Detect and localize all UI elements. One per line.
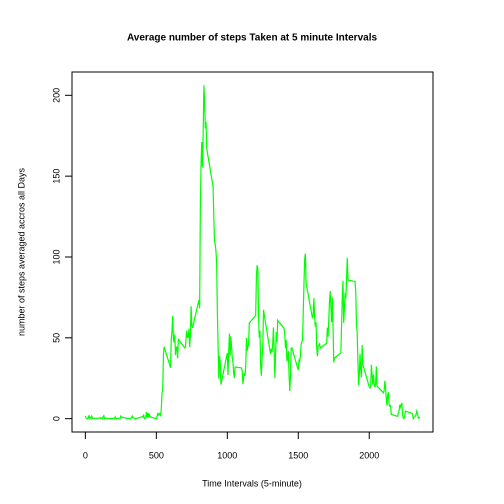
y-tick-label: 150	[51, 169, 61, 184]
y-tick-label: 100	[51, 249, 61, 264]
y-tick-label: 200	[51, 88, 61, 103]
x-tick-label: 1500	[288, 450, 308, 460]
plot-frame	[71, 71, 434, 433]
x-tick-label: 1000	[217, 450, 237, 460]
y-tick-label: 50	[51, 333, 61, 343]
x-tick-label: 0	[83, 450, 88, 460]
x-tick-label: 500	[149, 450, 164, 460]
y-axis-label: number of steps averaged accros all Days	[16, 167, 26, 336]
x-tick-label: 2000	[359, 450, 379, 460]
chart-title: Average number of steps Taken at 5 minut…	[127, 33, 378, 44]
y-tick-label: 0	[51, 416, 61, 421]
x-axis-label: Time Intervals (5-minute)	[202, 478, 302, 488]
data-line	[84, 85, 421, 421]
